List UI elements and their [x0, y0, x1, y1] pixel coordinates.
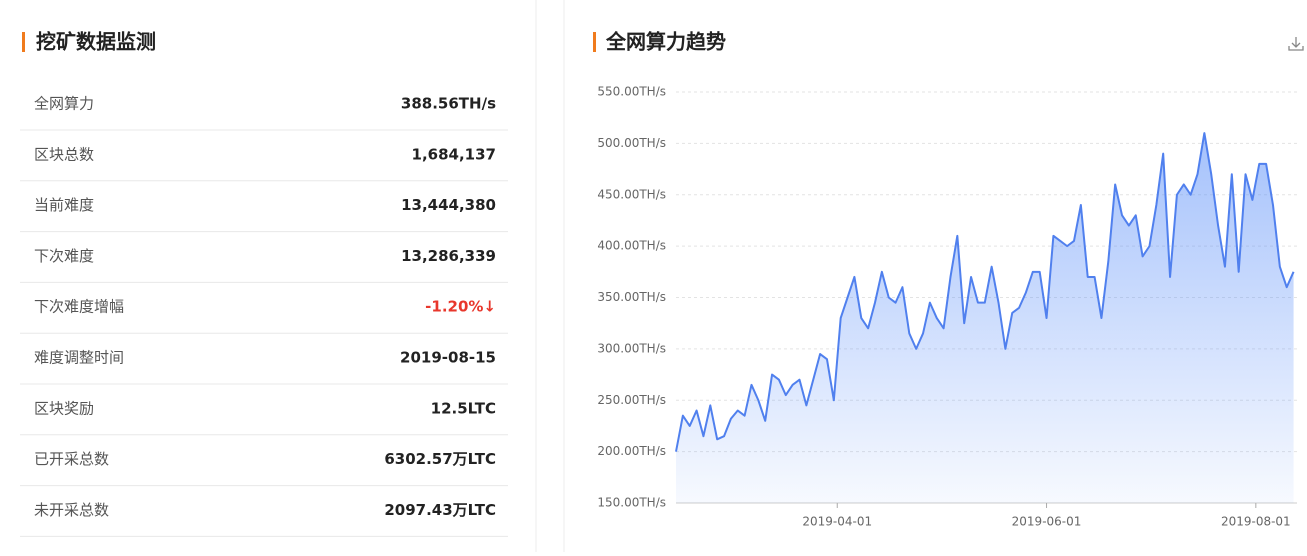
row-label: 已开采总数 — [34, 450, 109, 468]
panel-title: 挖矿数据监测 — [36, 30, 156, 54]
y-tick-label: 300.00TH/s — [597, 341, 666, 355]
y-tick-label: 500.00TH/s — [597, 136, 666, 150]
x-tick-label: 2019-04-01 — [802, 515, 872, 529]
y-tick-label: 350.00TH/s — [597, 290, 666, 304]
title-accent — [593, 32, 596, 52]
row-value: 13,444,380 — [401, 196, 496, 214]
row-label: 难度调整时间 — [34, 349, 124, 367]
row-value: 12.5LTC — [431, 399, 496, 417]
row-value: 1,684,137 — [412, 145, 496, 163]
row-value: 2019-08-15 — [400, 349, 496, 367]
row-value: 2097.43万LTC — [384, 501, 496, 519]
y-tick-label: 150.00TH/s — [597, 496, 666, 510]
row-value: 13,286,339 — [401, 247, 496, 265]
row-value: -1.20%↓ — [425, 298, 496, 316]
y-tick-label: 450.00TH/s — [597, 187, 666, 201]
download-icon[interactable] — [1288, 37, 1304, 51]
row-label: 未开采总数 — [34, 501, 109, 519]
area — [676, 133, 1294, 503]
row-label: 当前难度 — [34, 196, 94, 214]
x-tick-label: 2019-08-01 — [1221, 515, 1291, 529]
row-label: 下次难度增幅 — [34, 298, 124, 316]
x-tick-label: 2019-06-01 — [1012, 515, 1082, 529]
y-tick-label: 550.00TH/s — [597, 85, 666, 99]
title-accent — [22, 32, 25, 52]
y-tick-label: 200.00TH/s — [597, 444, 666, 458]
row-value: 6302.57万LTC — [384, 450, 496, 468]
row-label: 区块奖励 — [34, 399, 94, 417]
row-value: 388.56TH/s — [401, 95, 496, 113]
row-label: 区块总数 — [34, 145, 94, 163]
row-label: 下次难度 — [34, 247, 94, 265]
row-label: 全网算力 — [34, 95, 94, 113]
chart-title: 全网算力趋势 — [605, 30, 726, 54]
y-tick-label: 400.00TH/s — [597, 239, 666, 253]
line — [675, 132, 1295, 452]
y-tick-label: 250.00TH/s — [597, 393, 666, 407]
